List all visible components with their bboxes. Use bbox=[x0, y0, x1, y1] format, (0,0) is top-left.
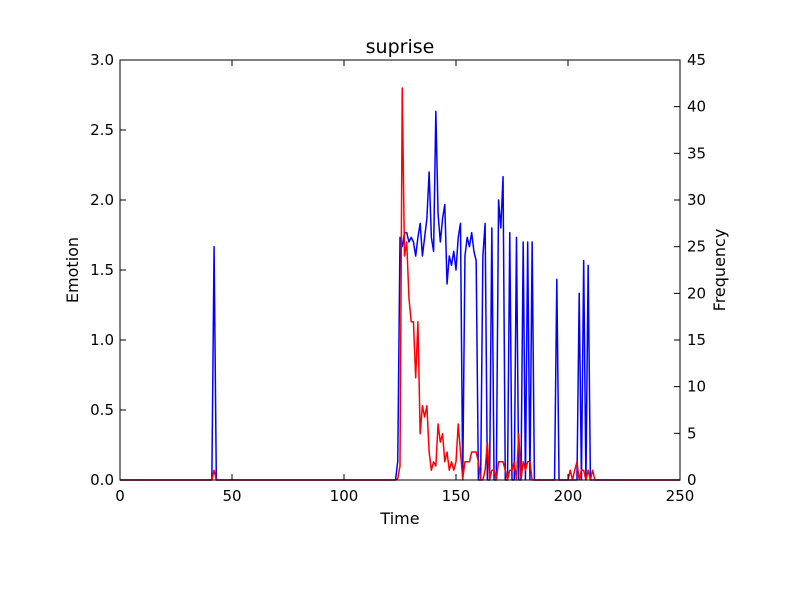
y-left-tick-label: 3.0 bbox=[90, 51, 114, 69]
y-right-tick-label: 0 bbox=[687, 471, 697, 489]
x-tick-label: 50 bbox=[222, 487, 241, 505]
y-right-tick-label: 5 bbox=[687, 424, 697, 442]
y-left-tick-label: 0.5 bbox=[90, 401, 114, 419]
y-right-tick-label: 25 bbox=[687, 238, 706, 256]
y-left-tick-label: 2.0 bbox=[90, 191, 114, 209]
y-right-tick-label: 20 bbox=[687, 284, 706, 302]
y-left-tick-label: 0.0 bbox=[90, 471, 114, 489]
chart-title: suprise bbox=[366, 36, 435, 58]
y-right-tick-label: 15 bbox=[687, 331, 706, 349]
y-right-tick-label: 35 bbox=[687, 144, 706, 162]
y-right-tick-label: 30 bbox=[687, 191, 706, 209]
y-right-tick-label: 45 bbox=[687, 51, 706, 69]
y-left-tick-label: 2.5 bbox=[90, 121, 114, 139]
x-axis-title: Time bbox=[379, 509, 419, 528]
x-tick-label: 150 bbox=[442, 487, 471, 505]
x-tick-label: 100 bbox=[330, 487, 359, 505]
x-tick-label: 200 bbox=[554, 487, 583, 505]
y-right-tick-label: 10 bbox=[687, 378, 706, 396]
ticks-layer: 0 50 100 150 200 250 0.0 0.5 1.0 1.5 2.0 2.5 3.0 0 5 10… bbox=[90, 51, 706, 505]
x-tick-label: 0 bbox=[115, 487, 125, 505]
y-axis-left-title: Emotion bbox=[63, 237, 82, 303]
x-tick-label: 250 bbox=[666, 487, 695, 505]
y-right-tick-label: 40 bbox=[687, 98, 706, 116]
y-left-tick-label: 1.0 bbox=[90, 331, 114, 349]
y-axis-right-title: Frequency bbox=[710, 229, 729, 312]
y-left-tick-label: 1.5 bbox=[90, 261, 114, 279]
